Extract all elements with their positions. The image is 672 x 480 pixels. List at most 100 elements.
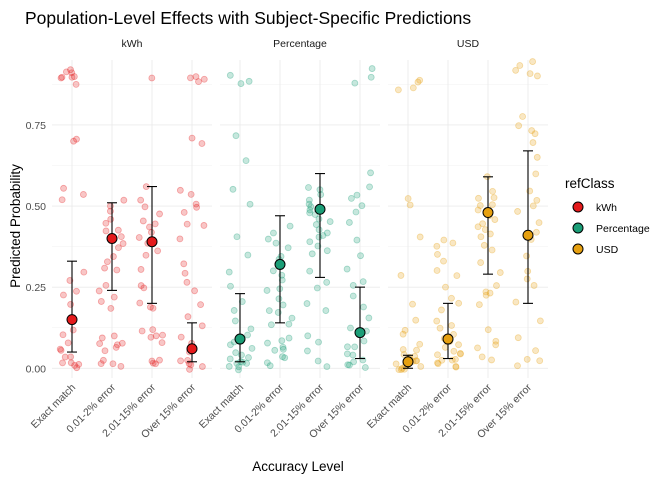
subject-point [71, 362, 79, 369]
subject-point [229, 185, 237, 193]
subject-point [523, 355, 531, 363]
subject-point [110, 332, 118, 340]
subject-point [516, 62, 524, 69]
subject-point [113, 266, 121, 274]
subject-point [285, 320, 293, 328]
subject-point [347, 324, 354, 332]
subject-point [186, 365, 193, 373]
subject-point [80, 191, 87, 198]
subject-point [285, 334, 293, 342]
subject-point [514, 362, 521, 370]
subject-point [269, 267, 277, 275]
subject-point [180, 209, 188, 216]
subject-point [107, 305, 115, 312]
subject-point [227, 341, 234, 349]
subject-point [536, 357, 544, 365]
subject-point [488, 246, 496, 254]
subject-point [413, 357, 421, 365]
subject-point [305, 200, 313, 208]
subject-point [314, 242, 322, 250]
subject-point [448, 322, 455, 329]
subject-point [322, 307, 330, 314]
subject-point [323, 229, 331, 237]
subject-point [158, 339, 166, 347]
subject-point [142, 251, 150, 259]
subject-point [119, 240, 127, 247]
subject-point [109, 360, 117, 368]
subject-point [493, 282, 500, 289]
subject-point [433, 317, 441, 325]
subject-point [392, 360, 400, 368]
subject-point [187, 190, 195, 198]
subject-point [323, 278, 331, 286]
subject-point [197, 301, 204, 309]
subject-point [183, 278, 191, 286]
subject-point [441, 343, 449, 351]
subject-point [233, 233, 241, 241]
estimate-point [482, 207, 494, 219]
subject-point [97, 360, 105, 368]
subject-point [183, 220, 191, 228]
subject-point [149, 304, 157, 312]
subject-point [73, 135, 80, 143]
subject-point [180, 260, 188, 268]
estimate-point [234, 333, 246, 345]
subject-point [279, 301, 287, 309]
subject-point [225, 268, 233, 276]
subject-point [154, 247, 162, 255]
x-axis-title: Accuracy Level [252, 459, 344, 474]
subject-point [152, 360, 159, 368]
subject-point [148, 228, 155, 236]
subject-point [67, 66, 74, 74]
subject-point [531, 130, 539, 138]
estimate-point [106, 232, 118, 244]
subject-point [306, 206, 314, 214]
estimate-point [402, 356, 414, 368]
subject-point [455, 299, 463, 307]
subject-point [159, 331, 166, 339]
subject-point [359, 278, 367, 286]
subject-point [343, 350, 351, 358]
subject-point [523, 275, 531, 283]
subject-point [238, 298, 246, 305]
subject-point [235, 363, 243, 371]
subject-point [284, 244, 292, 252]
subject-point [195, 78, 202, 86]
subject-point [231, 317, 239, 325]
subject-point [96, 340, 104, 348]
subject-point [455, 341, 462, 349]
legend-label: kWh [596, 202, 617, 214]
subject-point [118, 339, 126, 347]
subject-point [486, 230, 494, 238]
subject-point [230, 307, 238, 314]
subject-point [478, 353, 486, 361]
y-tick-label: 0.75 [26, 120, 47, 132]
subject-point [349, 351, 357, 359]
legend-key [572, 201, 584, 213]
subject-point [434, 351, 441, 359]
subject-point [453, 272, 461, 280]
subject-point [232, 132, 240, 140]
subject-point [138, 327, 146, 335]
subject-point [353, 191, 361, 199]
subject-point [247, 325, 255, 333]
subject-point [533, 228, 540, 236]
subject-point [286, 222, 294, 230]
subject-point [323, 363, 331, 371]
subject-point [245, 354, 252, 361]
subject-point [64, 339, 72, 347]
subject-point [512, 66, 520, 74]
subject-point [353, 236, 361, 244]
subject-point [243, 359, 251, 367]
subject-point [275, 295, 283, 303]
subject-point [114, 226, 122, 234]
subject-point [344, 361, 352, 369]
subject-point [308, 250, 316, 258]
subject-point [244, 251, 252, 259]
subject-point [59, 331, 67, 339]
subject-point [156, 210, 163, 218]
subject-point [488, 356, 495, 364]
subject-point [267, 321, 275, 329]
subject-point [417, 363, 425, 370]
